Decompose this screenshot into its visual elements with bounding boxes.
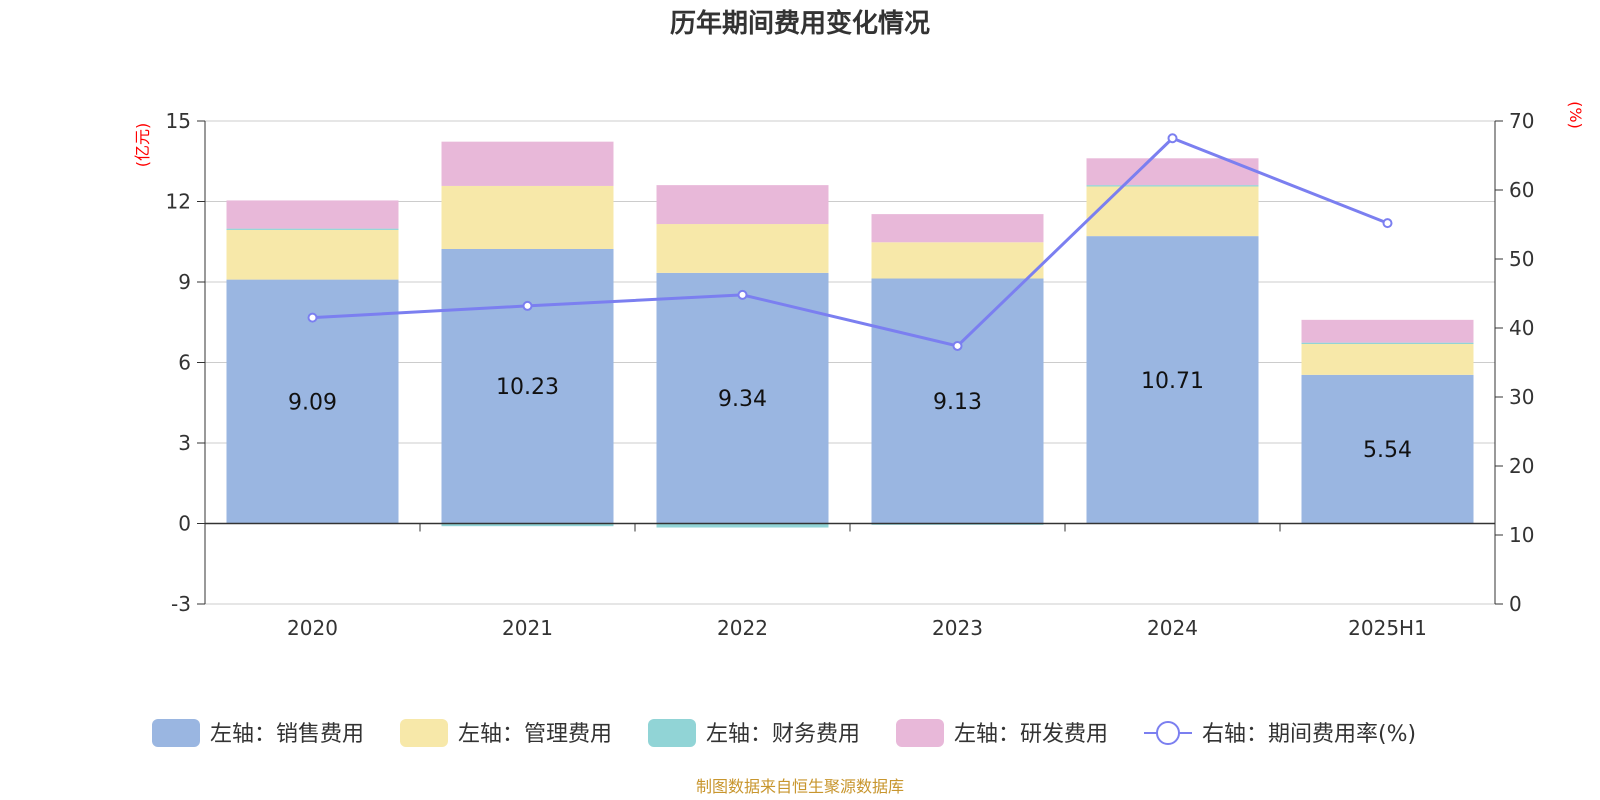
line-series: [307, 133, 1393, 351]
legend: 左轴：销售费用 左轴：管理费用 左轴：财务费用 左轴：研发费用 右轴：期间费用率(%): [152, 719, 1416, 747]
left-axis-unit: (亿元): [133, 123, 152, 168]
bar-value-label: 10.71: [1141, 369, 1204, 394]
bar-segment: [1086, 186, 1259, 237]
bar-segment: [226, 200, 399, 229]
right-axis-tick-label: 70: [1509, 109, 1534, 133]
bar-segment: [441, 185, 614, 249]
legend-label: 左轴：研发费用: [954, 722, 1108, 747]
line-point: [522, 300, 533, 311]
bar-segment: [871, 278, 1044, 524]
legend-label: 左轴：财务费用: [706, 722, 860, 747]
category-label: 2022: [717, 616, 768, 640]
bar-segment: [441, 248, 614, 524]
legend-swatch: [896, 719, 944, 747]
bar-value-label: 10.23: [496, 375, 559, 400]
bar-segment: [656, 185, 829, 225]
bar-value-label: 9.13: [933, 390, 982, 415]
bar-value-labels: 9.09 10.23 9.34 9.13 10.71 5.54: [288, 369, 1412, 463]
expense-rate-line: [312, 136, 1389, 348]
bar-segment: [871, 242, 1044, 279]
bar-segment: [441, 141, 614, 186]
bar-value-label: 9.34: [718, 387, 767, 412]
bar-segment: [871, 214, 1044, 243]
right-axis-tick-label: 10: [1509, 523, 1534, 547]
right-axis-tick-label: 50: [1509, 247, 1534, 271]
bar-segment: [1086, 236, 1259, 524]
line-point: [1382, 218, 1393, 229]
bar-segment: [441, 523, 614, 527]
legend-marker: [1156, 721, 1180, 745]
line-point: [952, 340, 963, 351]
right-axis-tick-label: 40: [1509, 316, 1534, 340]
bar-series: [226, 141, 1474, 528]
left-axis-tick-label: 3: [178, 431, 191, 455]
bar-segment: [656, 523, 829, 528]
legend-swatch: [152, 719, 200, 747]
legend-swatch: [400, 719, 448, 747]
left-axis-tick-label: 0: [178, 512, 191, 536]
bar-value-label: 5.54: [1363, 438, 1412, 463]
legend-label: 左轴：销售费用: [210, 722, 364, 747]
right-axis-unit: (%): [1566, 101, 1585, 129]
right-axis-tick-label: 0: [1509, 592, 1522, 616]
category-label: 2021: [502, 616, 553, 640]
bar-segment: [226, 229, 399, 280]
left-axis-tick-label: 12: [166, 190, 191, 214]
line-point: [307, 312, 318, 323]
bar-segment: [226, 228, 399, 230]
legend-label: 右轴：期间费用率(%): [1202, 722, 1416, 747]
bar-segment: [656, 272, 829, 524]
gridlines: [205, 120, 1495, 605]
category-label: 2025H1: [1348, 616, 1427, 640]
bar-segment: [1301, 374, 1474, 524]
chart-title: 历年期间费用变化情况: [670, 8, 930, 39]
bar-segment: [1301, 343, 1474, 375]
left-axis-tick-label: -3: [171, 592, 191, 616]
bar-segment: [1086, 158, 1259, 186]
category-label: 2023: [932, 616, 983, 640]
left-axis-tick-label: 9: [178, 270, 191, 294]
source-note: 制图数据来自恒生聚源数据库: [696, 777, 904, 796]
bar-segment: [1301, 342, 1474, 344]
bar-value-label: 9.09: [288, 391, 337, 416]
legend-label: 左轴：管理费用: [458, 722, 612, 747]
line-point: [1167, 133, 1178, 144]
left-axis-tick-label: 6: [178, 351, 191, 375]
bar-segment: [1086, 185, 1259, 187]
category-label: 2024: [1147, 616, 1198, 640]
category-label: 2020: [287, 616, 338, 640]
right-axis-tick-label: 60: [1509, 178, 1534, 202]
left-axis-tick-label: 15: [166, 109, 191, 133]
line-point: [737, 289, 748, 300]
bar-segment: [656, 224, 829, 273]
right-axis-tick-label: 30: [1509, 385, 1534, 409]
right-axis-tick-label: 20: [1509, 454, 1534, 478]
legend-swatch: [648, 719, 696, 747]
bar-segment: [1301, 319, 1474, 343]
